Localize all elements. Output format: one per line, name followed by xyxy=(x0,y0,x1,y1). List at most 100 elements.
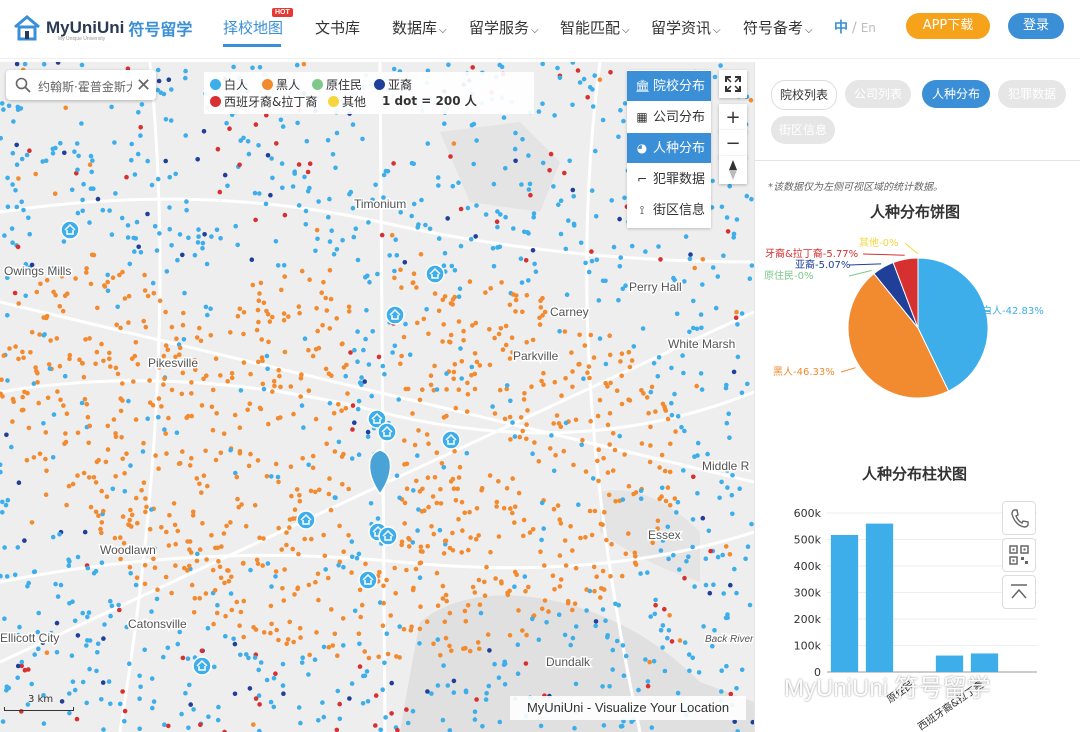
population-dot xyxy=(147,378,152,383)
qrcode-button[interactable] xyxy=(1002,538,1036,572)
bar[interactable] xyxy=(970,653,999,672)
layer-toggle[interactable]: 🏛 院校分布 xyxy=(627,71,711,101)
ethnicity-pie-chart: 白人-42.83%黑人-46.33%原住民-0%亚裔-5.07%牙裔&拉丁裔-5… xyxy=(764,236,1044,399)
population-dot xyxy=(131,379,136,384)
population-dot xyxy=(688,252,693,257)
nav-item[interactable]: 择校地图 xyxy=(223,17,283,38)
population-dot xyxy=(492,335,497,341)
back-to-top-button[interactable] xyxy=(1002,575,1036,609)
logo[interactable]: MyUniUni 符号留学 My Unique University xyxy=(12,14,192,42)
zoom-out-button[interactable]: − xyxy=(719,130,747,158)
population-dot xyxy=(133,582,139,588)
nav-item[interactable]: 留学服务 ⌵ xyxy=(469,17,539,38)
fullscreen-button[interactable] xyxy=(719,70,747,98)
school-pin-icon[interactable] xyxy=(192,656,212,676)
nav-item[interactable]: 符号备考 ⌵ xyxy=(743,17,813,38)
population-dot xyxy=(497,62,503,68)
pie-slice[interactable] xyxy=(917,257,989,392)
population-dot xyxy=(177,232,183,237)
school-pin-icon[interactable] xyxy=(378,526,398,546)
nav-item[interactable]: 文书库 xyxy=(315,17,360,38)
pie-slice[interactable] xyxy=(847,272,950,399)
pie-slice[interactable] xyxy=(892,257,919,329)
lang-cn[interactable]: 中 xyxy=(834,20,848,36)
login-button[interactable]: 登录 xyxy=(1008,13,1064,39)
population-dot xyxy=(354,555,360,561)
population-dot xyxy=(520,428,525,434)
compass-button[interactable] xyxy=(719,156,747,184)
population-dot xyxy=(16,301,22,306)
population-dot xyxy=(415,453,420,458)
population-dot xyxy=(323,567,329,572)
population-dot xyxy=(228,447,233,453)
population-dot xyxy=(556,202,561,207)
population-dot xyxy=(381,600,387,606)
population-dot xyxy=(141,318,146,324)
school-pin-icon[interactable] xyxy=(367,409,387,429)
sidebar-tab[interactable]: 街区信息 xyxy=(771,116,835,144)
population-dot xyxy=(281,598,287,603)
nav-item[interactable]: 智能匹配 ⌵ xyxy=(560,17,630,38)
map-search-box[interactable]: 约翰斯·霍普金斯大 ✕ xyxy=(6,70,156,100)
school-pin-icon[interactable] xyxy=(296,510,316,530)
population-dot xyxy=(109,104,114,110)
population-dot xyxy=(384,631,390,636)
layer-toggle[interactable]: ⟟ 街区信息 xyxy=(627,195,711,225)
population-dot xyxy=(674,510,679,515)
bar[interactable] xyxy=(865,523,894,672)
school-pin-icon[interactable] xyxy=(441,430,461,450)
location-marker-icon[interactable] xyxy=(368,449,392,496)
layer-toggle[interactable]: ▦ 公司分布 xyxy=(627,102,711,132)
population-dot xyxy=(72,149,77,154)
population-dot xyxy=(518,415,524,420)
population-dot xyxy=(727,435,732,441)
population-dot xyxy=(241,634,246,640)
sidebar-tab[interactable]: 犯罪数据 xyxy=(998,80,1066,108)
population-dot xyxy=(85,565,91,571)
school-pin-icon[interactable] xyxy=(425,264,445,284)
population-dot xyxy=(441,263,447,268)
population-dot xyxy=(494,219,500,224)
search-input[interactable]: 约翰斯·霍普金斯大 xyxy=(38,80,132,94)
language-switch[interactable]: 中 / En xyxy=(834,17,876,37)
population-dot xyxy=(196,234,201,239)
layer-toggle[interactable]: ⌐ 犯罪数据 xyxy=(627,164,711,194)
population-dot xyxy=(4,432,9,438)
population-dot xyxy=(530,248,536,253)
population-dot xyxy=(450,530,455,536)
sidebar-tab[interactable]: 院校列表 xyxy=(771,80,837,110)
map-view[interactable]: Timonium Owings Mills Perry Hall Carney Pike… xyxy=(0,62,754,732)
bar[interactable] xyxy=(830,534,859,672)
legend-scale: 1 dot = 200 人 xyxy=(382,94,477,108)
population-dot xyxy=(730,511,735,517)
app-download-button[interactable]: APP下载 xyxy=(906,13,990,39)
layer-toggle[interactable]: ◕ 人种分布 xyxy=(627,133,711,163)
population-dot xyxy=(305,169,311,175)
population-dot xyxy=(375,516,381,521)
zoom-in-button[interactable]: + xyxy=(719,104,747,132)
population-dot xyxy=(414,285,419,290)
school-pin-icon[interactable] xyxy=(385,305,405,325)
school-pin-icon[interactable] xyxy=(358,570,378,590)
population-dot xyxy=(225,183,230,189)
population-dot xyxy=(67,691,72,696)
population-dot xyxy=(109,232,115,237)
clear-search-icon[interactable]: ✕ xyxy=(136,75,152,96)
lang-en[interactable]: En xyxy=(860,21,876,35)
population-dot xyxy=(86,475,92,480)
population-dot xyxy=(536,459,542,464)
sidebar-tab[interactable]: 人种分布 xyxy=(922,80,990,108)
sidebar-tab[interactable]: 公司列表 xyxy=(845,80,911,108)
nav-item[interactable]: 留学资讯 ⌵ xyxy=(651,17,721,38)
population-dot xyxy=(482,579,487,585)
bar[interactable] xyxy=(935,655,964,672)
school-pin-icon[interactable] xyxy=(60,220,80,240)
nav-item[interactable]: 数据库 ⌵ xyxy=(392,17,447,38)
school-pin-icon[interactable] xyxy=(377,422,397,442)
phone-button[interactable] xyxy=(1002,501,1036,535)
population-dot xyxy=(682,279,687,284)
population-dot xyxy=(127,661,132,666)
population-dot xyxy=(618,359,623,364)
population-dot xyxy=(538,549,543,554)
population-dot xyxy=(74,716,80,722)
